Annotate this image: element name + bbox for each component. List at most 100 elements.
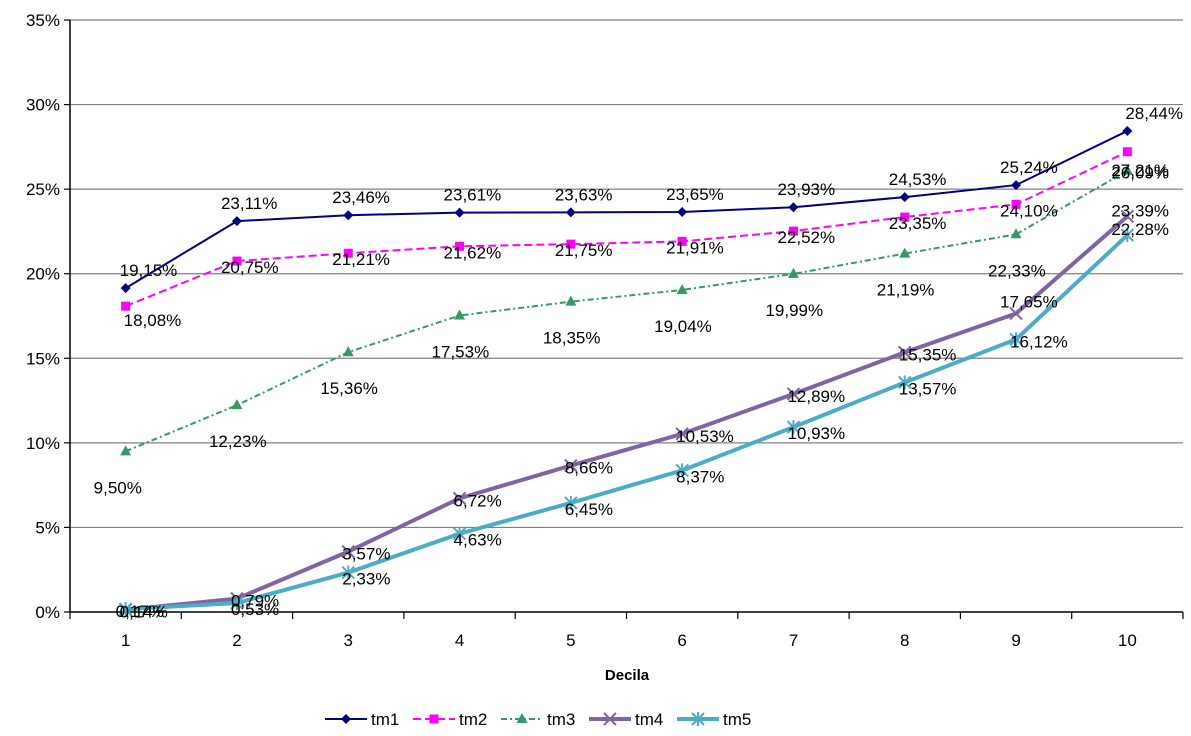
data-label: 23,61% [444, 186, 502, 205]
legend-label: tm5 [723, 710, 751, 729]
data-point [1010, 228, 1022, 239]
series-line [125, 150, 1128, 308]
data-point [121, 301, 131, 311]
data-point [1121, 164, 1133, 175]
data-point [676, 283, 688, 294]
data-point [118, 602, 133, 617]
data-label: 19,99% [765, 301, 823, 320]
data-point [1122, 125, 1133, 136]
data-point [1009, 332, 1023, 347]
y-tick-label: 20% [26, 265, 60, 284]
data-label: 12,89% [787, 387, 845, 406]
data-point [452, 526, 467, 541]
data-point [1011, 199, 1021, 209]
data-point [898, 375, 912, 390]
data-label: 21,21% [332, 250, 390, 269]
data-point [899, 247, 911, 258]
data-point [454, 309, 466, 320]
data-point [675, 427, 689, 441]
y-tick-label: 30% [26, 96, 60, 115]
data-point [899, 192, 910, 203]
x-tick-label: 7 [789, 631, 798, 650]
legend-label: tm2 [459, 710, 487, 729]
data-point [516, 713, 528, 723]
data-label: 21,75% [555, 241, 613, 260]
data-point [788, 226, 798, 236]
series-line [125, 233, 1129, 612]
data-point [786, 420, 801, 435]
series-tm2 [121, 147, 1132, 311]
data-point [787, 267, 799, 278]
y-tick-label: 10% [26, 434, 60, 453]
data-label: 24,53% [889, 170, 947, 189]
legend-item-tm4: tm4 [589, 710, 663, 729]
data-point [342, 346, 354, 357]
data-point [343, 248, 353, 258]
legend-label: tm3 [547, 710, 575, 729]
data-label: 23,11% [221, 194, 277, 213]
y-tick-label: 25% [26, 180, 60, 199]
data-point [677, 236, 687, 246]
data-point [1009, 306, 1023, 321]
x-tick-label: 8 [900, 631, 909, 650]
data-label: 10,93% [787, 424, 845, 443]
data-label: 2,33% [342, 570, 390, 589]
legend-item-tm5: tm5 [677, 710, 751, 729]
x-tick-label: 4 [455, 631, 464, 650]
series-lines [118, 125, 1135, 617]
x-tick-label: 2 [232, 631, 241, 650]
legend-item-tm2: tm2 [413, 710, 487, 729]
x-tick-label: 10 [1118, 631, 1137, 650]
data-label: 15,35% [899, 345, 957, 364]
data-point [566, 239, 576, 249]
data-label: 19,04% [654, 317, 712, 336]
legend-item-tm1: tm1 [325, 710, 399, 729]
data-label: 22,33% [988, 261, 1046, 280]
series-tm5 [118, 228, 1135, 617]
data-label: 15,36% [320, 379, 378, 398]
data-point [1120, 228, 1135, 243]
data-label: 13,57% [899, 379, 957, 398]
data-point [788, 202, 799, 213]
x-axis-title: Decila [605, 667, 650, 684]
data-point [341, 714, 351, 724]
data-label: 12,23% [209, 432, 267, 451]
data-label: 3,57% [342, 545, 390, 564]
series-line [125, 169, 1128, 453]
data-label: 22,52% [777, 228, 835, 247]
data-point [691, 712, 705, 726]
data-labels: 19,15% 23,11% 23,46% 23,61% 23,63% 23,65% 23,9… [94, 104, 1183, 622]
data-label: 17,53% [432, 342, 490, 361]
data-point [1120, 209, 1135, 224]
x-tick-label: 9 [1011, 631, 1020, 650]
data-label: 22,28% [1111, 220, 1169, 239]
data-label: 16,12% [1010, 332, 1068, 351]
data-label: 0,17% [116, 602, 164, 621]
series-line [125, 214, 1129, 612]
data-label: 20,75% [221, 258, 279, 277]
data-label: 23,35% [889, 214, 947, 233]
series-tm3 [120, 164, 1133, 456]
data-label: 26,09% [1111, 164, 1169, 183]
data-label: 9,50% [94, 478, 142, 497]
data-point [677, 206, 688, 217]
data-point [455, 241, 465, 251]
data-label: 23,63% [555, 185, 613, 204]
data-label: 18,08% [124, 311, 182, 330]
data-point [231, 399, 243, 410]
data-label: 6,72% [454, 491, 502, 510]
data-label: 27,21% [1111, 161, 1169, 180]
data-label: 21,62% [444, 243, 502, 262]
data-label: 23,39% [1111, 201, 1169, 220]
x-tick-label: 6 [677, 631, 686, 650]
data-label: 4,63% [454, 531, 502, 550]
data-label: 23,46% [332, 188, 390, 207]
data-point [565, 207, 576, 218]
y-tick-label: 35% [26, 11, 60, 30]
data-label: 24,10% [1000, 201, 1058, 220]
series-tm1 [120, 125, 1133, 294]
data-label: 18,35% [543, 329, 601, 348]
y-tick-label: 5% [35, 518, 60, 537]
data-point [898, 345, 912, 360]
